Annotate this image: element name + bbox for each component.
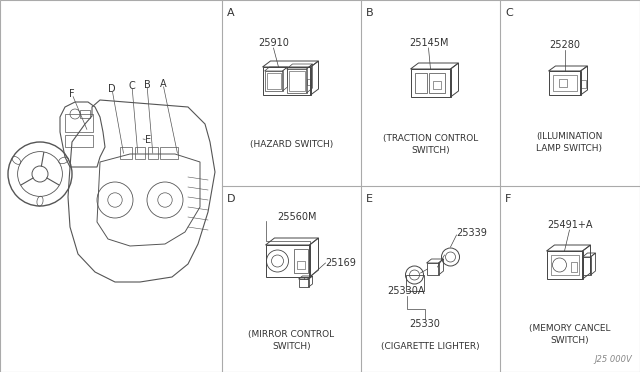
Text: E: E <box>145 135 151 145</box>
Text: 25339: 25339 <box>456 228 488 238</box>
Bar <box>426 263 438 275</box>
Text: 25330A: 25330A <box>388 286 425 296</box>
Text: 25330: 25330 <box>409 319 440 329</box>
Bar <box>296 261 305 269</box>
Bar <box>160 147 178 159</box>
Text: A: A <box>227 8 235 18</box>
Bar <box>65 114 93 132</box>
Bar <box>120 147 132 159</box>
Bar <box>552 75 577 91</box>
Bar <box>294 249 307 273</box>
Bar <box>547 251 582 279</box>
Text: SWITCH): SWITCH) <box>550 336 589 344</box>
Bar <box>148 147 158 159</box>
Text: 25280: 25280 <box>549 40 580 50</box>
Bar <box>80 110 90 118</box>
Bar <box>65 135 93 147</box>
Text: (MIRROR CONTROL: (MIRROR CONTROL <box>248 330 335 340</box>
Text: 25910: 25910 <box>258 38 289 48</box>
Text: SWITCH): SWITCH) <box>272 341 311 350</box>
Text: F: F <box>505 194 511 204</box>
Text: (CIGARETTE LIGHTER): (CIGARETTE LIGHTER) <box>381 343 480 352</box>
Bar <box>570 262 577 272</box>
Bar <box>266 73 280 89</box>
Bar <box>415 73 426 93</box>
Bar <box>266 245 310 277</box>
Text: 25560M: 25560M <box>276 212 316 222</box>
Bar <box>406 275 424 291</box>
Bar <box>262 67 310 95</box>
Bar <box>287 69 307 93</box>
Bar <box>289 71 305 91</box>
Text: B: B <box>143 80 150 90</box>
Text: J25 000V: J25 000V <box>595 355 632 364</box>
Text: 25145M: 25145M <box>409 38 448 48</box>
Bar <box>429 73 445 93</box>
Text: (HAZARD SWITCH): (HAZARD SWITCH) <box>250 141 333 150</box>
Text: 25169: 25169 <box>326 258 356 268</box>
Bar <box>264 71 282 91</box>
Bar <box>582 257 591 275</box>
Bar <box>298 279 308 287</box>
Text: 25491+A: 25491+A <box>547 220 592 230</box>
Text: (ILLUMINATION: (ILLUMINATION <box>536 132 603 141</box>
Text: LAMP SWITCH): LAMP SWITCH) <box>536 144 602 153</box>
Bar <box>580 80 586 88</box>
Text: C: C <box>129 81 136 91</box>
Text: C: C <box>505 8 513 18</box>
Text: B: B <box>366 8 374 18</box>
Text: F: F <box>69 89 75 99</box>
Text: E: E <box>366 194 373 204</box>
Bar <box>559 79 566 87</box>
Text: D: D <box>108 84 116 94</box>
Bar <box>307 79 310 85</box>
Bar <box>135 147 145 159</box>
Text: SWITCH): SWITCH) <box>411 145 450 154</box>
Text: (TRACTION CONTROL: (TRACTION CONTROL <box>383 135 478 144</box>
Bar <box>433 81 440 89</box>
Bar <box>548 71 580 95</box>
Text: (MEMORY CANCEL: (MEMORY CANCEL <box>529 324 611 334</box>
Bar <box>410 69 451 97</box>
Text: D: D <box>227 194 236 204</box>
Text: A: A <box>160 79 166 89</box>
Bar <box>550 255 579 275</box>
